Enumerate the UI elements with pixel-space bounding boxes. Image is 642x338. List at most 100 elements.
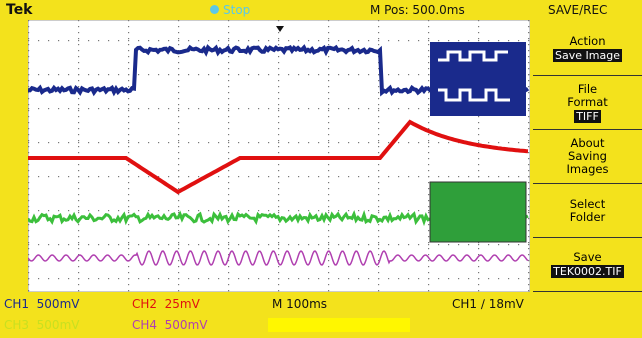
grid-dot [218, 244, 219, 245]
grid-dot [528, 86, 529, 87]
grid-dot [28, 266, 29, 267]
grid-dot [78, 170, 79, 171]
grid-dot [128, 164, 129, 165]
grid-dot [478, 152, 479, 153]
grid-dot [428, 140, 429, 141]
grid-dot [378, 182, 379, 183]
grid-dot [428, 110, 429, 111]
grid-dot [428, 248, 429, 249]
grid-dot [388, 244, 389, 245]
grid-dot [178, 128, 179, 129]
grid-dot [228, 110, 229, 111]
grid-dot [128, 278, 129, 279]
grid-dot [458, 278, 459, 279]
grid-dot [78, 56, 79, 57]
grid-dot [528, 110, 529, 111]
grid-dot [288, 176, 289, 177]
grid-dot [128, 212, 129, 213]
grid-dot [528, 62, 529, 63]
grid-dot [278, 210, 279, 211]
grid-dot [278, 170, 279, 171]
grid-dot [528, 92, 529, 93]
grid-dot [318, 278, 319, 279]
grid-dot [278, 38, 279, 39]
grid-dot [348, 142, 349, 143]
grid-dot [528, 242, 529, 243]
status: Stop [210, 3, 250, 17]
grid-dot [178, 68, 179, 69]
trigger: CH1 ∕ 18mV [452, 297, 524, 311]
grid-dot [148, 244, 149, 245]
grid-dot [238, 210, 239, 211]
grid-dot [78, 194, 79, 195]
grid-dot [278, 290, 279, 291]
grid-dot [278, 86, 279, 87]
grid-dot [228, 210, 229, 211]
grid-dot [98, 108, 99, 109]
grid-dot [448, 244, 449, 245]
grid-dot [478, 260, 479, 261]
grid-dot [498, 142, 499, 143]
grid-dot [528, 40, 529, 41]
grid-dot [528, 122, 529, 123]
grid-dot [198, 74, 199, 75]
grid-dot [128, 50, 129, 51]
grid-dot [448, 278, 449, 279]
grid-dot [188, 244, 189, 245]
grid-dot [478, 128, 479, 129]
grid-dot [318, 108, 319, 109]
ch1-scale: CH1 500mV [4, 297, 79, 311]
grid-dot [68, 142, 69, 143]
grid-dot [128, 152, 129, 153]
grid-dot [478, 134, 479, 135]
grid-dot [58, 40, 59, 41]
grid-dot [228, 108, 229, 109]
grid-dot [308, 108, 309, 109]
grid-dot [188, 210, 189, 211]
grid-dot [148, 176, 149, 177]
grid-dot [78, 38, 79, 39]
grid-dot [78, 86, 79, 87]
grid-dot [28, 194, 29, 195]
grid-dot [108, 278, 109, 279]
grid-dot [528, 170, 529, 171]
grid-dot [228, 134, 229, 135]
grid-dot [128, 210, 129, 211]
grid-dot [118, 142, 119, 143]
grid-dot [378, 98, 379, 99]
grid-dot [298, 142, 299, 143]
grid-dot [228, 244, 229, 245]
grid-dot [78, 62, 79, 63]
grid-dot [178, 242, 179, 243]
grid-dot [528, 278, 529, 279]
grid-dot [28, 284, 29, 285]
grid-dot [428, 38, 429, 39]
grid-dot [28, 152, 29, 153]
grid-dot [28, 86, 29, 87]
grid-dot [128, 236, 129, 237]
grid-dot [378, 206, 379, 207]
grid-dot [528, 20, 529, 21]
grid-dot [148, 210, 149, 211]
grid-dot [178, 260, 179, 261]
grid-dot [28, 230, 29, 231]
grid-dot [368, 244, 369, 245]
grid-dot [208, 74, 209, 75]
grid-dot [128, 108, 129, 109]
grid-dot [378, 146, 379, 147]
grid-dot [308, 40, 309, 41]
grid-dot [188, 74, 189, 75]
grid-dot [78, 26, 79, 27]
grid-dot [58, 278, 59, 279]
grid-dot [278, 140, 279, 141]
grid-dot [328, 176, 329, 177]
grid-dot [328, 260, 329, 261]
grid-dot [178, 32, 179, 33]
grid-dot [178, 44, 179, 45]
grid-dot [238, 74, 239, 75]
